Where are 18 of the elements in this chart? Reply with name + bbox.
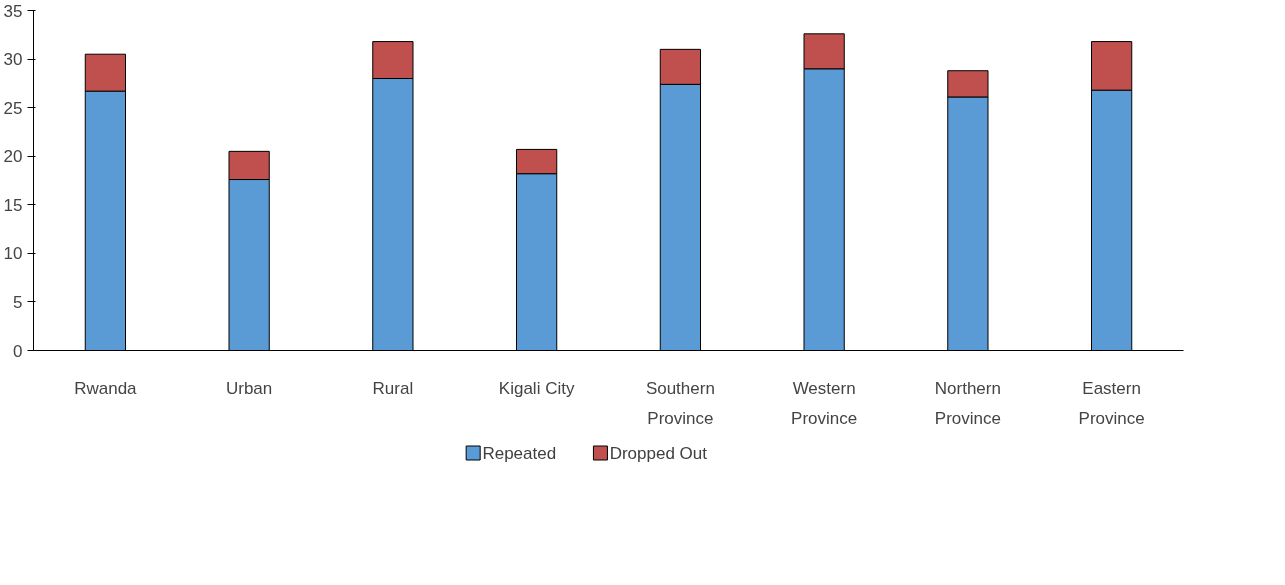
x-tick-label: Rural xyxy=(372,378,414,398)
y-tick-label: 30 xyxy=(3,50,23,70)
y-tick-label: 20 xyxy=(3,147,23,167)
y-tick-label: 25 xyxy=(3,98,23,118)
category-label: Eastern Province xyxy=(1078,378,1145,428)
y-tick-label: 5 xyxy=(13,292,23,312)
legend-label: Dropped Out xyxy=(609,443,708,463)
y-tick-label: 35 xyxy=(3,1,23,21)
y-tick-label: 15 xyxy=(3,195,23,215)
x-tick-label: Rwanda xyxy=(74,378,138,398)
x-tick-label: Urban xyxy=(225,378,273,398)
category-label: Western Province xyxy=(791,378,858,428)
category-label: Southern Province xyxy=(645,378,715,428)
y-tick-label: 0 xyxy=(13,341,23,361)
category-label: Northern Province xyxy=(934,378,1001,428)
y-tick-label: 10 xyxy=(3,244,23,264)
legend-label: Repeated xyxy=(482,443,557,463)
x-tick-label: Kigali City xyxy=(498,378,575,398)
